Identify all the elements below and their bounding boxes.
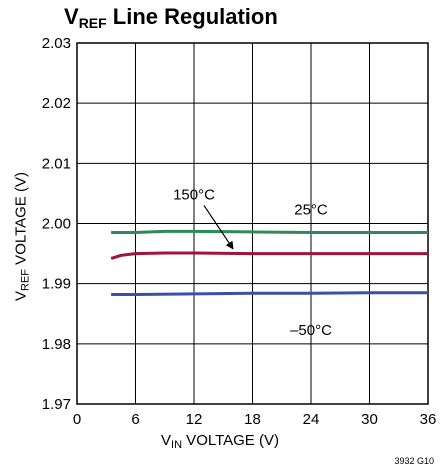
x-tick-label: 0 xyxy=(73,411,81,428)
series-label: 25°C xyxy=(294,201,328,218)
plot-frame xyxy=(76,42,429,405)
x-tick-label: 6 xyxy=(131,411,139,428)
series-line-150C xyxy=(110,251,428,260)
x-tick-label: 18 xyxy=(244,411,261,428)
series-label: 150°C xyxy=(173,186,215,203)
y-tick-label: 2.00 xyxy=(42,216,71,233)
x-tick-label: 36 xyxy=(420,411,437,428)
y-axis-title: VREF VOLTAGE (V) xyxy=(12,172,32,301)
y-tick-label: 1.97 xyxy=(42,396,71,413)
y-tick-label: 2.01 xyxy=(42,155,71,172)
x-tick-label: 24 xyxy=(303,411,320,428)
series-line-25C xyxy=(111,229,428,235)
x-axis-title: VIN VOLTAGE (V) xyxy=(161,432,279,451)
chart-title: VREF Line Regulation xyxy=(64,4,278,31)
x-tick-label: 12 xyxy=(186,411,203,428)
series-label: –50°C xyxy=(290,322,332,339)
figure-code: 3932 G10 xyxy=(394,456,434,466)
annotation-arrow xyxy=(203,205,234,250)
series-line-50C xyxy=(111,291,428,296)
y-tick-label: 2.02 xyxy=(42,95,71,112)
x-tick-label: 30 xyxy=(361,411,378,428)
y-tick-label: 1.99 xyxy=(42,276,71,293)
y-tick-label: 2.03 xyxy=(42,35,71,52)
y-tick-label: 1.98 xyxy=(42,336,71,353)
